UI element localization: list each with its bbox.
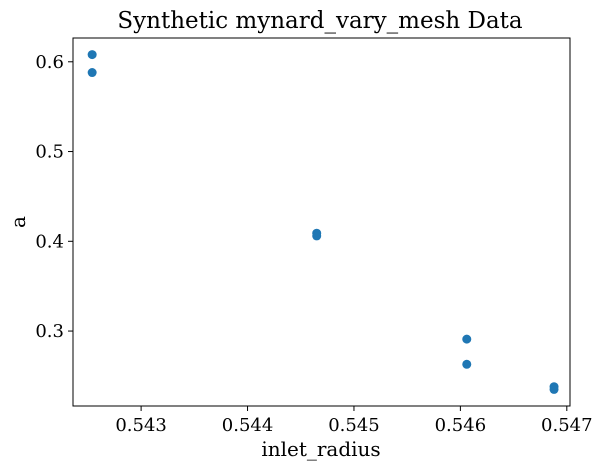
chart-title: Synthetic mynard_vary_mesh Data	[117, 8, 523, 34]
y-tick-label-1: 0.3	[35, 321, 64, 342]
data-points	[87, 50, 559, 394]
x-axis-label: inlet_radius	[261, 437, 380, 461]
data-point-5	[462, 334, 472, 344]
data-point-6	[462, 359, 472, 369]
data-point-8	[549, 384, 559, 394]
x-tick-label-3: 0.545	[328, 415, 380, 436]
x-axis-ticks: 0.543 0.544 0.545 0.546 0.547	[115, 406, 593, 436]
x-tick-label-4: 0.546	[435, 415, 487, 436]
data-point-1	[87, 50, 97, 60]
data-point-2	[87, 68, 97, 78]
x-tick-label-5: 0.547	[541, 415, 593, 436]
plot-frame	[72, 37, 571, 407]
data-point-4	[312, 231, 322, 241]
y-tick-label-4: 0.6	[35, 52, 64, 73]
x-tick-label-1: 0.543	[115, 415, 167, 436]
y-tick-label-2: 0.4	[35, 231, 64, 252]
y-tick-label-3: 0.5	[35, 142, 64, 163]
y-axis-ticks: 0.3 0.4 0.5 0.6	[35, 52, 73, 342]
x-tick-label-2: 0.544	[222, 415, 274, 436]
y-axis-label: a	[6, 216, 30, 228]
